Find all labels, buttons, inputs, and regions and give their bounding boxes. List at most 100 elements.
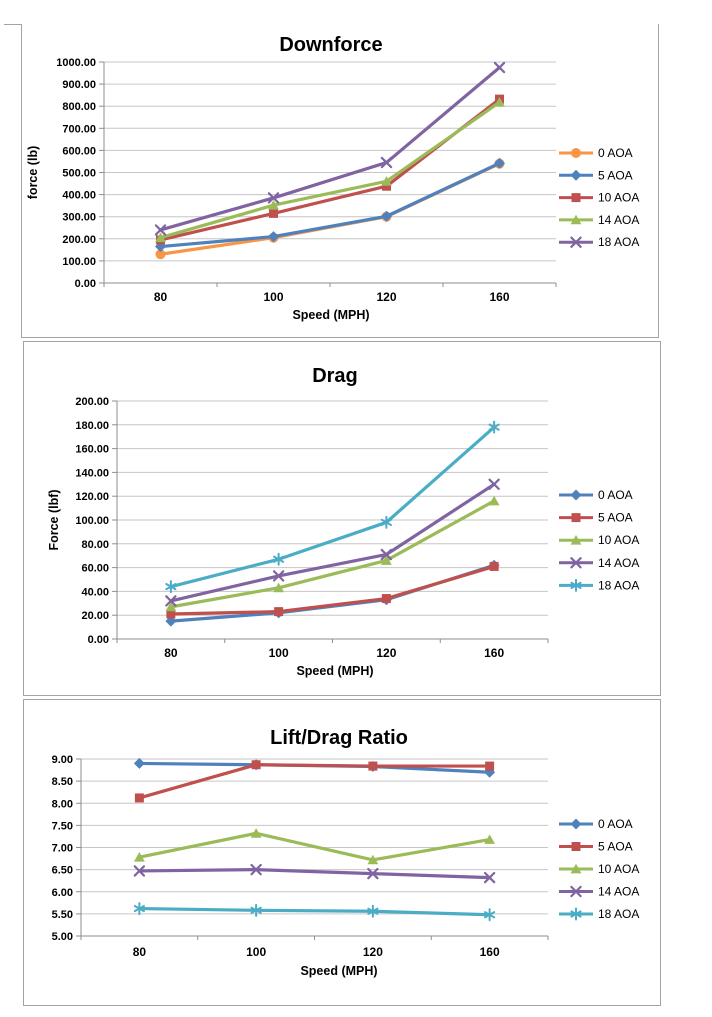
legend-label: 10 AOA (598, 533, 639, 547)
square-marker (571, 513, 581, 523)
y-tick-label: 9.00 (52, 754, 73, 766)
y-tick-label: 5.00 (52, 931, 73, 943)
diamond-marker (494, 157, 505, 169)
series-line-10-aoa (137, 831, 492, 862)
y-tick-label: 700.00 (62, 123, 96, 135)
x-tick-label: 160 (480, 945, 500, 959)
y-tick-label: 7.00 (52, 843, 73, 855)
square-marker (134, 793, 144, 803)
x-tick-label: 120 (376, 646, 396, 660)
diamond-marker (570, 489, 582, 501)
x-marker (380, 156, 393, 169)
diamond-marker (381, 210, 392, 222)
legend-label: 18 AOA (598, 235, 639, 249)
series-line-14-aoa (158, 100, 502, 240)
legend-item-18-aoa: 18 AOA (559, 235, 639, 249)
triangle-marker (488, 495, 500, 506)
circle-marker (571, 148, 581, 158)
square-marker (166, 609, 176, 619)
star-marker (570, 578, 582, 592)
x-tick-label: 100 (263, 290, 283, 304)
legend-label: 10 AOA (598, 191, 639, 205)
drag-chart: 200.00 180.00 160.00 140.00 120.00 100.00 80.0… (47, 365, 639, 678)
x-marker (570, 236, 582, 248)
x-marker (380, 548, 393, 561)
triangle-marker (367, 854, 379, 865)
square-marker (571, 193, 581, 203)
y-tick-label: 80.00 (81, 539, 109, 551)
x-marker (570, 885, 582, 898)
legend-item-14-aoa: 14 AOA (559, 556, 639, 570)
legend-label: 14 AOA (598, 556, 639, 570)
triangle-marker (484, 834, 496, 844)
square-marker (485, 761, 495, 771)
legend-label: 5 AOA (598, 840, 633, 854)
x-tick-label: 80 (154, 290, 168, 304)
series-line-5-aoa (169, 564, 496, 616)
star-marker (133, 902, 145, 916)
y-tick-label: 0.00 (75, 278, 96, 290)
star-marker (570, 907, 582, 921)
square-marker (251, 760, 261, 770)
y-tick-label: 6.50 (52, 865, 73, 877)
downforce-chart: 1000.00900.00800.00700.00600.00500.00400… (26, 34, 639, 322)
y-tick-label: 8.50 (52, 776, 73, 788)
square-marker (489, 561, 499, 571)
x-marker (488, 478, 500, 491)
square-marker (269, 208, 278, 218)
x-tick-label: 80 (164, 646, 178, 660)
star-marker (367, 904, 379, 918)
y-tick-label: 0.00 (88, 634, 109, 646)
legend-item-0-aoa: 0 AOA (559, 146, 633, 160)
star-marker (380, 515, 392, 529)
series-line-10-aoa (169, 499, 496, 609)
chart-title: Downforce (279, 34, 382, 56)
series-line-5-aoa (137, 763, 492, 800)
legend-item-14-aoa: 14 AOA (559, 213, 639, 227)
legend-label: 0 AOA (598, 488, 633, 502)
chart-title: Drag (312, 365, 358, 387)
x-marker (267, 192, 280, 204)
x-tick-label: 100 (269, 646, 289, 660)
x-marker (154, 224, 167, 236)
legend-label: 14 AOA (598, 213, 639, 227)
x-marker (250, 863, 262, 876)
triangle-marker (165, 601, 177, 612)
y-tick-label: 6.00 (52, 887, 73, 899)
diamond-marker (570, 169, 582, 181)
y-tick-label: 300.00 (62, 212, 96, 224)
star-marker (488, 420, 500, 434)
y-tick-label: 800.00 (62, 101, 96, 113)
x-axis-title: Speed (MPH) (296, 664, 373, 678)
x-tick-label: 80 (133, 945, 147, 959)
x-marker (493, 61, 506, 74)
legend-label: 5 AOA (598, 511, 633, 525)
y-tick-label: 1000.00 (56, 57, 96, 69)
square-marker (368, 761, 378, 771)
triangle-marker (380, 555, 392, 565)
x-tick-label: 100 (246, 945, 266, 959)
triangle-marker (570, 535, 582, 545)
y-tick-label: 60.00 (81, 563, 109, 575)
series-line-5-aoa (158, 161, 502, 249)
y-tick-label: 180.00 (75, 420, 109, 432)
x-tick-label: 160 (489, 290, 509, 304)
downforce-chart-panel: 1000.00 900.00 800.00 700.00 600.00 500.00 400… (21, 24, 659, 338)
legend-label: 18 AOA (598, 578, 639, 592)
y-tick-label: 100.00 (62, 256, 96, 268)
legend-item-10-aoa: 10 AOA (559, 533, 639, 547)
x-tick-label: 160 (484, 646, 504, 660)
series-line-14-aoa (169, 482, 496, 603)
square-marker (382, 181, 391, 191)
diamond-marker (133, 757, 145, 769)
y-tick-label: 400.00 (62, 190, 96, 202)
y-tick-label: 200.00 (75, 396, 109, 408)
series-line-18-aoa (169, 425, 496, 589)
x-tick-label: 120 (363, 945, 383, 959)
y-tick-label: 200.00 (62, 234, 96, 246)
x-marker (133, 865, 146, 877)
diamond-marker (570, 818, 582, 830)
legend-item-18-aoa: 18 AOA (559, 907, 639, 921)
y-tick-label: 5.50 (52, 909, 73, 921)
chart-title: Lift/Drag Ratio (270, 727, 408, 749)
